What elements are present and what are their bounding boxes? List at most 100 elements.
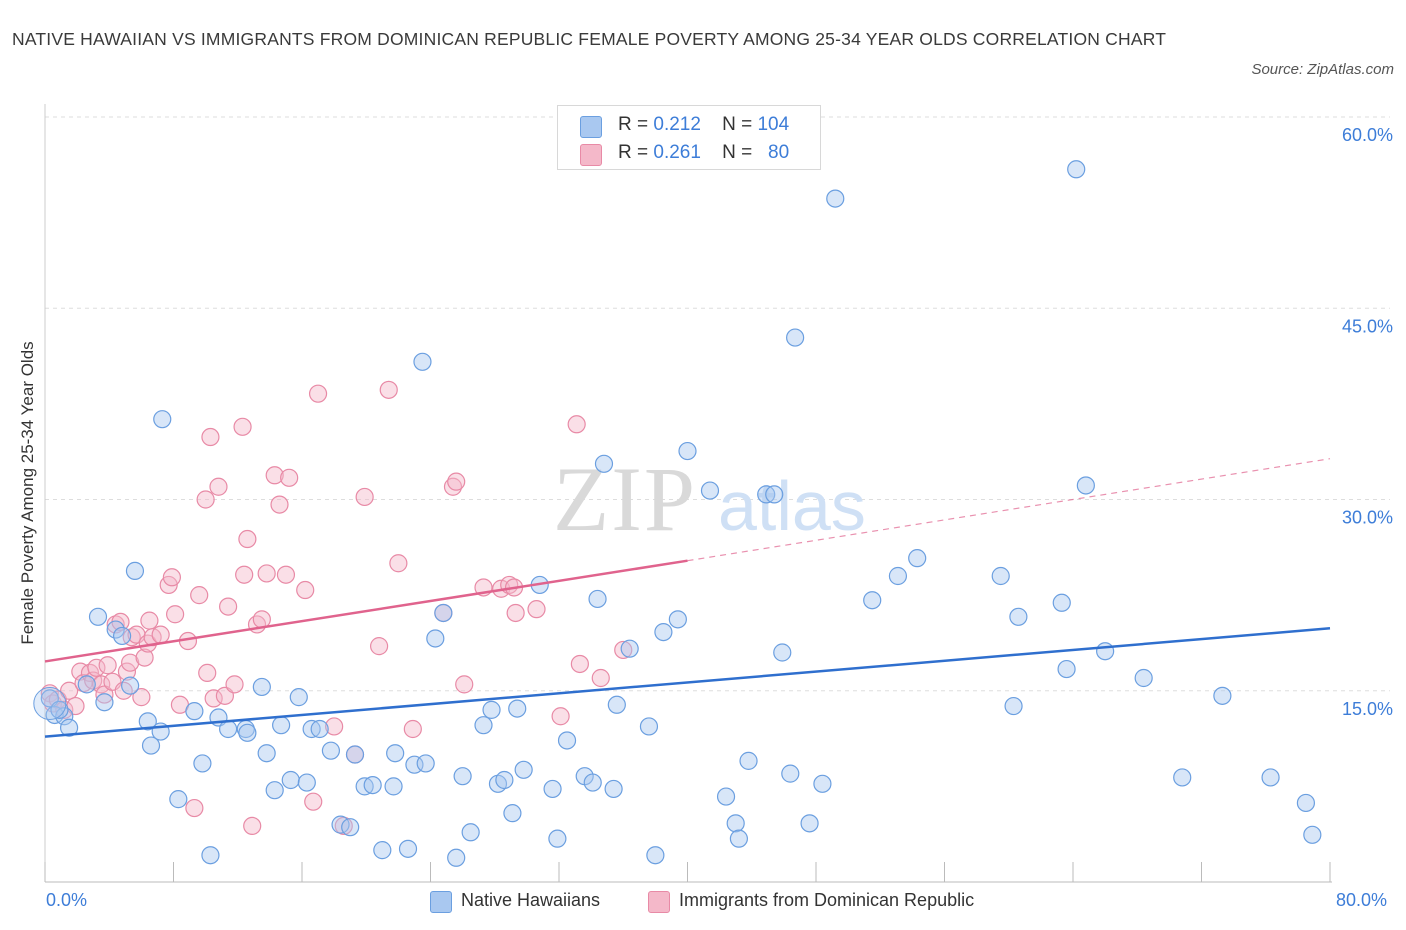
- data-point-dominican-republic: [135, 648, 154, 667]
- data-point-native-hawaiians: [1096, 642, 1115, 661]
- data-point-native-hawaiians: [153, 410, 172, 429]
- trend-lines: [44, 458, 1331, 738]
- data-point-native-hawaiians: [310, 719, 329, 739]
- data-point-native-hawaiians: [1052, 593, 1071, 612]
- data-point-dominican-republic: [379, 380, 398, 399]
- data-point-native-hawaiians: [33, 687, 67, 720]
- legend-r-label: R =: [618, 142, 649, 163]
- data-point-dominican-republic: [219, 597, 238, 616]
- data-point-dominican-republic: [506, 603, 525, 623]
- data-point-dominican-republic: [570, 654, 589, 674]
- data-point-native-hawaiians: [297, 773, 316, 792]
- data-point-native-hawaiians: [447, 848, 466, 867]
- grid-lines: [45, 116, 1390, 692]
- trend-line-dominican-republic: [44, 559, 688, 663]
- data-point-dominican-republic: [276, 565, 296, 584]
- data-point-native-hawaiians: [345, 745, 365, 764]
- bottom-legend-swatch-pink: [648, 891, 670, 913]
- trend-line-native-hawaiians: [44, 627, 1331, 738]
- data-point-dominican-republic: [614, 640, 633, 660]
- data-point-dominican-republic: [235, 565, 254, 584]
- data-point-native-hawaiians: [265, 781, 284, 800]
- data-point-native-hawaiians: [1134, 668, 1153, 688]
- source-note: Source: ZipAtlas.com: [1251, 61, 1394, 78]
- data-point-native-hawaiians: [773, 643, 792, 662]
- data-point-native-hawaiians: [252, 677, 271, 697]
- y-tick-label: 60.0%: [1342, 125, 1393, 145]
- data-point-dominican-republic: [198, 663, 217, 683]
- data-point-dominican-republic: [122, 628, 141, 647]
- data-point-native-hawaiians: [1303, 825, 1322, 844]
- data-point-dominican-republic: [201, 427, 220, 447]
- data-point-dominican-republic: [447, 472, 466, 491]
- data-point-native-hawaiians: [77, 675, 96, 694]
- data-point-dominican-republic: [527, 600, 546, 619]
- data-point-native-hawaiians: [503, 804, 522, 823]
- bottom-legend-swatch-blue: [430, 891, 452, 913]
- data-point-native-hawaiians: [1173, 768, 1192, 787]
- data-point-native-hawaiians: [588, 589, 607, 609]
- legend-n-value: 104: [757, 114, 790, 135]
- data-point-native-hawaiians: [219, 719, 238, 739]
- axes: [44, 104, 1332, 883]
- data-point-native-hawaiians: [729, 829, 749, 848]
- data-point-dominican-republic: [238, 529, 257, 549]
- data-point-dominican-republic: [190, 586, 209, 605]
- data-point-dominican-republic: [265, 466, 284, 485]
- data-point-native-hawaiians: [398, 839, 418, 858]
- data-point-native-hawaiians: [607, 695, 626, 714]
- legend-n-label: N =: [722, 142, 753, 163]
- data-point-native-hawaiians: [654, 622, 673, 642]
- bottom-legend-label: Native Hawaiians: [461, 890, 601, 910]
- data-point-native-hawaiians: [413, 352, 432, 371]
- data-point-native-hawaiians: [373, 841, 392, 860]
- legend-n-value: 80: [768, 142, 790, 163]
- watermark: ZIP atlas: [553, 448, 866, 550]
- data-point-native-hawaiians: [384, 777, 403, 796]
- data-point-native-hawaiians: [121, 676, 140, 695]
- data-point-native-hawaiians: [482, 700, 501, 719]
- data-point-dominican-republic: [140, 611, 159, 630]
- data-point-native-hawaiians: [716, 787, 736, 806]
- data-point-native-hawaiians: [238, 723, 257, 742]
- data-point-native-hawaiians: [125, 561, 145, 581]
- data-point-dominican-republic: [243, 816, 262, 836]
- watermark-zip: ZIP: [553, 448, 697, 550]
- data-point-dominican-republic: [196, 490, 215, 509]
- data-point-dominican-republic: [296, 580, 315, 600]
- data-point-native-hawaiians: [908, 549, 927, 568]
- data-point-dominican-republic: [209, 477, 228, 496]
- data-point-dominican-republic: [403, 719, 422, 739]
- data-point-native-hawaiians: [604, 779, 623, 799]
- data-point-native-hawaiians: [88, 607, 108, 626]
- legend-r-value: 0.261: [653, 142, 701, 163]
- data-point-native-hawaiians: [138, 712, 157, 731]
- data-point-dominican-republic: [233, 417, 252, 436]
- data-point-dominican-republic: [308, 384, 328, 403]
- data-point-native-hawaiians: [321, 741, 341, 760]
- legend-r-value: 0.212: [653, 114, 701, 135]
- y-tick-label: 15.0%: [1342, 699, 1393, 719]
- data-point-native-hawaiians: [141, 736, 161, 755]
- data-point-dominican-republic: [455, 675, 474, 694]
- data-point-dominican-republic: [185, 798, 204, 818]
- data-point-dominican-republic: [121, 653, 140, 672]
- data-point-native-hawaiians: [726, 814, 745, 833]
- data-point-dominican-republic: [204, 689, 223, 708]
- data-point-dominican-republic: [87, 658, 106, 677]
- data-point-native-hawaiians: [434, 603, 453, 623]
- data-point-native-hawaiians: [341, 818, 360, 837]
- data-point-native-hawaiians: [646, 846, 665, 865]
- data-point-native-hawaiians: [426, 629, 445, 648]
- data-point-native-hawaiians: [185, 702, 204, 721]
- data-point-native-hawaiians: [50, 700, 69, 719]
- data-point-dominican-republic: [567, 415, 586, 434]
- data-point-native-hawaiians: [700, 481, 720, 500]
- data-point-native-hawaiians: [474, 716, 493, 735]
- data-point-native-hawaiians: [991, 566, 1010, 586]
- series-native-hawaiians: [33, 160, 1322, 867]
- data-point-dominican-republic: [304, 792, 323, 811]
- data-point-dominican-republic: [355, 487, 374, 507]
- data-point-native-hawaiians: [639, 717, 659, 736]
- data-point-native-hawaiians: [826, 189, 845, 208]
